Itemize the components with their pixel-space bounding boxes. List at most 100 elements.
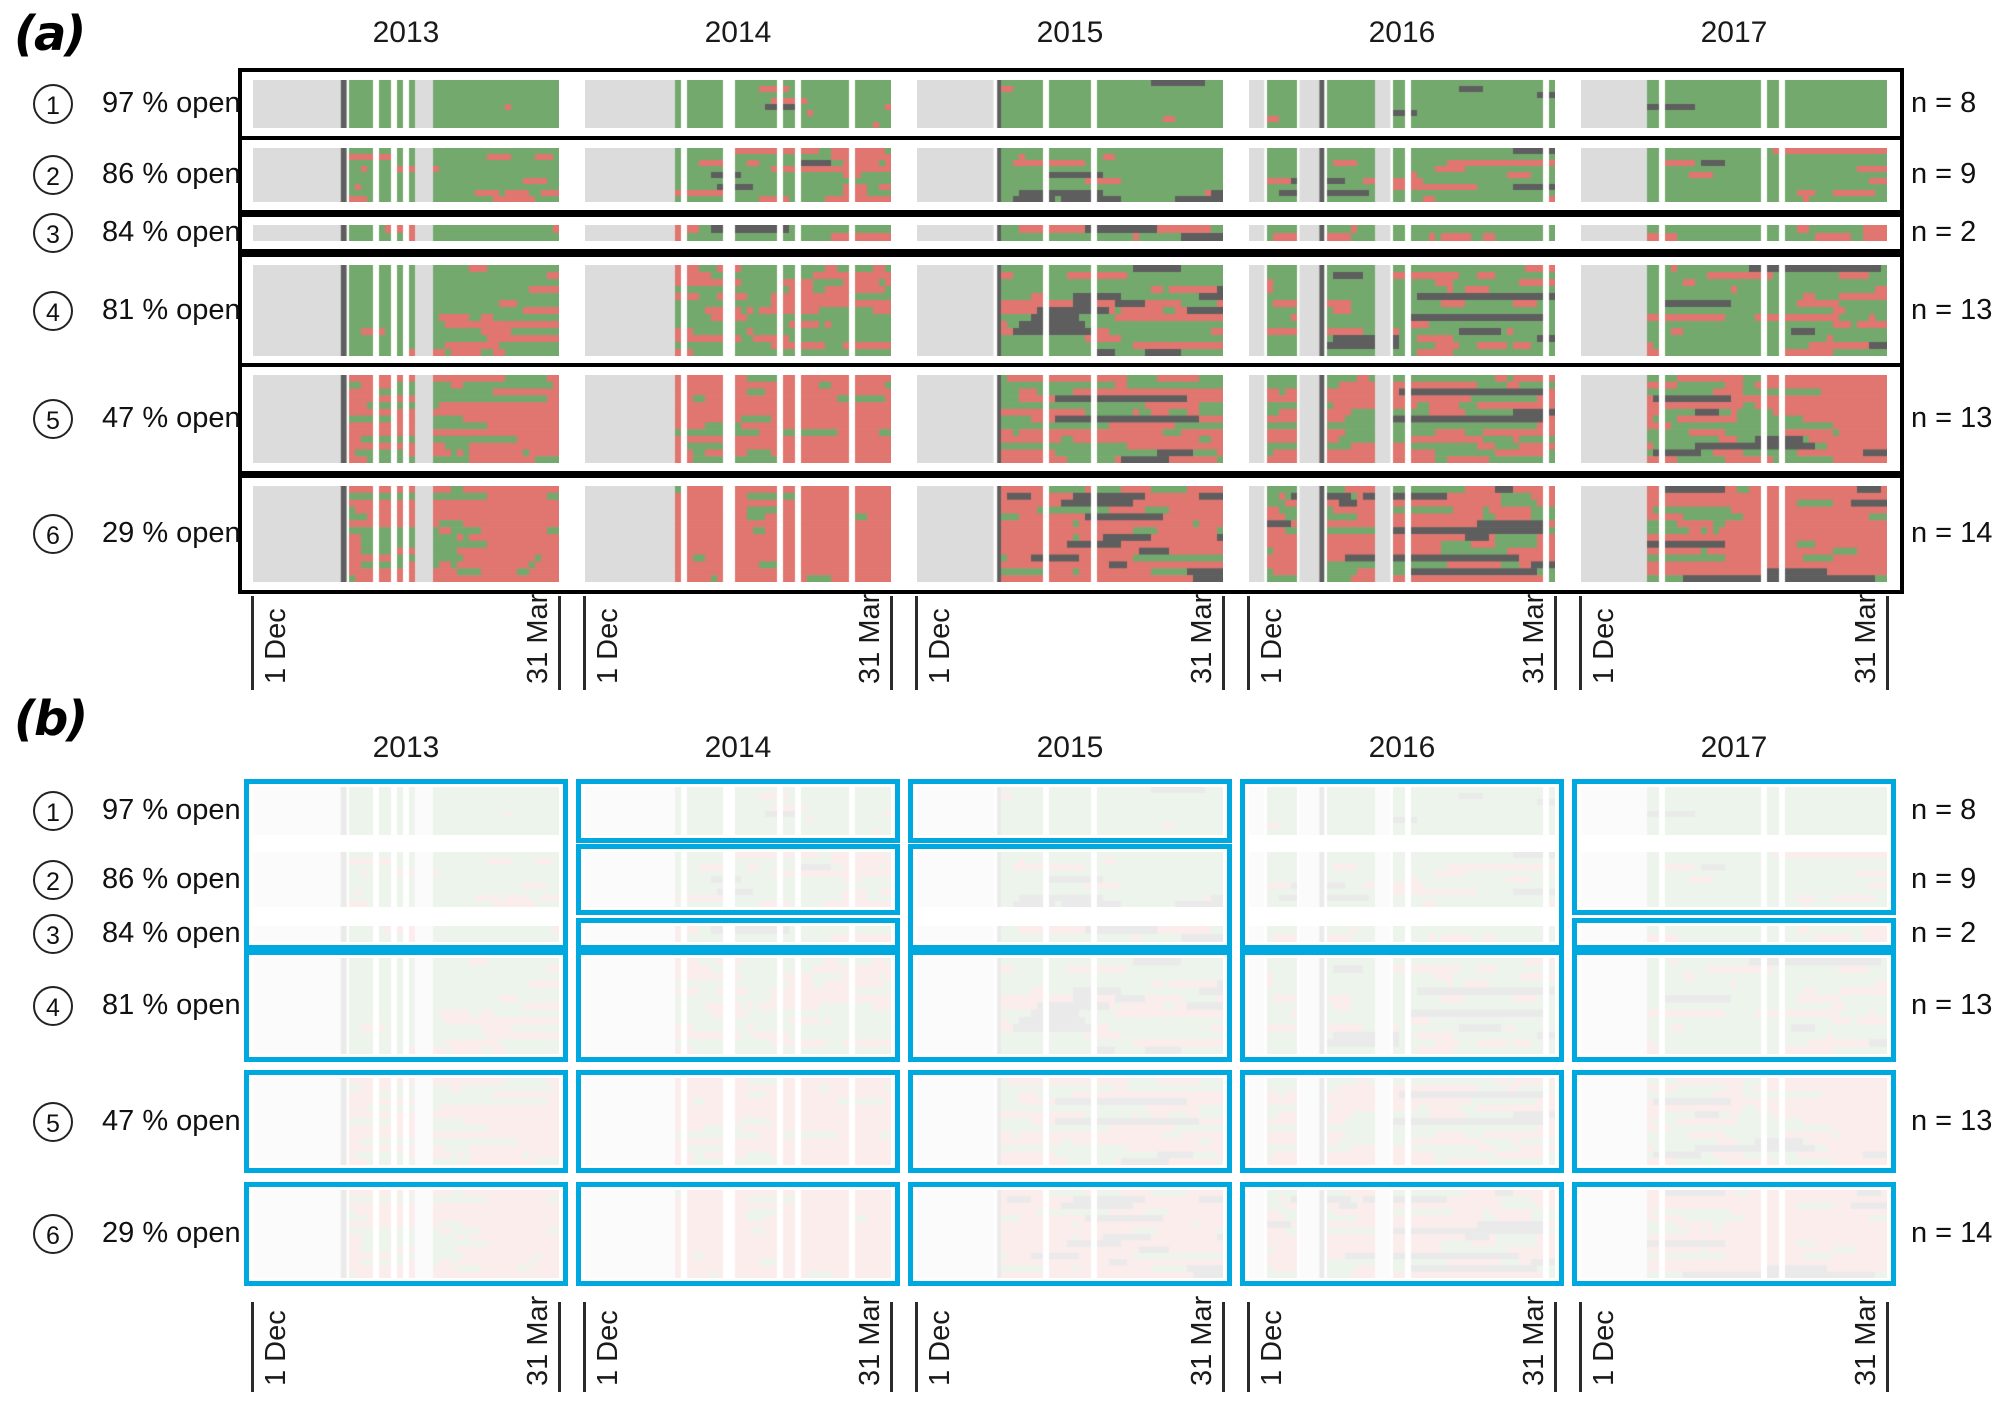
heatmap-strip-b-2015-group-2 — [917, 852, 1223, 907]
heatmap-strip-b-2014-group-5 — [585, 1078, 891, 1165]
heatmap-strip-b-2014-group-1 — [585, 787, 891, 835]
highlight-box-2017-g6 — [1572, 1182, 1896, 1286]
heatmap-strip-a-2014-group-1 — [585, 80, 891, 128]
axis-tick-label-end-a-2013: 31 Mar — [522, 593, 554, 684]
heatmap-strip-a-2017-group-6 — [1581, 486, 1887, 582]
group-n-label-1: n = 8 — [1911, 794, 1977, 826]
highlight-box-2014-g5 — [576, 1070, 900, 1173]
axis-tick-start-b-2016 — [1247, 1302, 1250, 1392]
heatmap-strip-b-2016-group-4 — [1249, 958, 1555, 1054]
group-open-label-2: 86 % open — [102, 158, 241, 190]
panel-a-label: (a) — [14, 6, 86, 62]
heatmap-strip-b-2013-group-4 — [253, 958, 559, 1054]
axis-tick-start-a-2015 — [915, 596, 918, 690]
group-open-label-3: 84 % open — [102, 216, 241, 248]
heatmap-strip-b-2014-group-4 — [585, 958, 891, 1054]
highlight-box-2017-g3 — [1572, 918, 1896, 950]
group-badge-1: 1 — [33, 791, 73, 831]
group-badge-1: 1 — [33, 84, 73, 124]
group-open-label-5: 47 % open — [102, 1104, 241, 1137]
highlight-box-2015-g1 — [908, 779, 1232, 843]
axis-tick-start-a-2014 — [583, 596, 586, 690]
axis-tick-label-end-b-2016: 31 Mar — [1518, 1295, 1550, 1386]
highlight-box-2013-g6 — [244, 1182, 568, 1286]
highlight-box-2016-g4 — [1240, 950, 1564, 1062]
heatmap-strip-b-2013-group-3 — [253, 926, 559, 942]
axis-tick-label-start-a-2013: 1 Dec — [260, 608, 292, 684]
heatmap-strip-a-2017-group-3 — [1581, 225, 1887, 241]
heatmap-strip-a-2015-group-3 — [917, 225, 1223, 241]
axis-tick-label-end-a-2014: 31 Mar — [854, 593, 886, 684]
axis-tick-label-start-b-2017: 1 Dec — [1588, 1310, 1620, 1386]
group-badge-3: 3 — [33, 213, 73, 253]
highlight-box-2014-g2 — [576, 844, 900, 915]
group-open-label-4: 81 % open — [102, 293, 241, 326]
group-open-label-2: 86 % open — [102, 862, 241, 895]
group-n-label-1: n = 8 — [1911, 87, 1977, 119]
heatmap-strip-a-2016-group-1 — [1249, 80, 1555, 128]
heatmap-strip-b-2013-group-5 — [253, 1078, 559, 1165]
heatmap-strip-a-2016-group-5 — [1249, 375, 1555, 463]
axis-tick-label-end-a-2015: 31 Mar — [1186, 593, 1218, 684]
group-open-label-3: 84 % open — [102, 917, 241, 949]
group-n-label-2: n = 9 — [1911, 158, 1977, 190]
group-n-label-4: n = 13 — [1911, 293, 1993, 326]
group-open-label-5: 47 % open — [102, 402, 241, 434]
axis-tick-label-end-a-2016: 31 Mar — [1518, 593, 1550, 684]
panel-b-label: (b) — [14, 691, 88, 747]
heatmap-strip-b-2014-group-2 — [585, 852, 891, 907]
heatmap-strip-b-2017-group-4 — [1581, 958, 1887, 1054]
heatmap-strip-a-2013-group-2 — [253, 148, 559, 202]
highlight-box-2016-g1 — [1240, 779, 1564, 950]
heatmap-strip-b-2017-group-2 — [1581, 852, 1887, 907]
heatmap-strip-b-2015-group-5 — [917, 1078, 1223, 1165]
group-open-label-4: 81 % open — [102, 989, 241, 1021]
axis-tick-label-end-b-2017: 31 Mar — [1850, 1295, 1882, 1386]
highlight-box-2014-g1 — [576, 779, 900, 843]
axis-tick-end-a-2014 — [890, 596, 893, 690]
highlight-box-2015-g6 — [908, 1182, 1232, 1286]
axis-tick-end-a-2013 — [558, 596, 561, 690]
group-n-label-2: n = 9 — [1911, 862, 1977, 895]
heatmap-strip-a-2014-group-4 — [585, 265, 891, 356]
heatmap-strip-a-2017-group-1 — [1581, 80, 1887, 128]
group-open-label-6: 29 % open — [102, 1217, 241, 1249]
group-badge-4: 4 — [33, 290, 73, 331]
highlight-box-2013-g1 — [244, 779, 568, 950]
year-label-2014: 2014 — [704, 731, 772, 764]
axis-tick-start-b-2015 — [915, 1302, 918, 1392]
heatmap-strip-a-2015-group-1 — [917, 80, 1223, 128]
highlight-box-2017-g1 — [1572, 779, 1896, 915]
group-badge-5: 5 — [33, 399, 73, 439]
axis-tick-end-a-2017 — [1886, 596, 1889, 690]
axis-tick-start-b-2013 — [251, 1302, 254, 1392]
axis-tick-label-end-a-2017: 31 Mar — [1850, 593, 1882, 684]
axis-tick-label-start-b-2014: 1 Dec — [592, 1310, 624, 1386]
heatmap-strip-b-2017-group-3 — [1581, 926, 1887, 942]
year-label-2014: 2014 — [704, 16, 772, 49]
group-n-label-3: n = 2 — [1911, 216, 1977, 248]
highlight-box-2017-g4 — [1572, 950, 1896, 1062]
heatmap-strip-a-2015-group-4 — [917, 265, 1223, 356]
axis-tick-label-start-a-2015: 1 Dec — [924, 608, 956, 684]
heatmap-strip-a-2015-group-5 — [917, 375, 1223, 463]
axis-tick-end-a-2016 — [1554, 596, 1557, 690]
heatmap-strip-a-2017-group-4 — [1581, 265, 1887, 356]
highlight-box-2016-g6 — [1240, 1182, 1564, 1286]
highlight-box-2015-g2 — [908, 844, 1232, 950]
axis-tick-label-start-a-2016: 1 Dec — [1256, 608, 1288, 684]
year-label-2013: 2013 — [372, 731, 440, 764]
heatmap-strip-a-2015-group-2 — [917, 148, 1223, 202]
axis-tick-end-b-2015 — [1222, 1302, 1225, 1392]
heatmap-strip-a-2013-group-6 — [253, 486, 559, 582]
axis-tick-end-b-2013 — [558, 1302, 561, 1392]
group-open-label-1: 97 % open — [102, 87, 241, 119]
year-label-2013: 2013 — [372, 16, 440, 49]
heatmap-strip-a-2015-group-6 — [917, 486, 1223, 582]
axis-tick-label-end-b-2013: 31 Mar — [522, 1295, 554, 1386]
heatmap-strip-b-2017-group-5 — [1581, 1078, 1887, 1165]
axis-tick-start-b-2014 — [583, 1302, 586, 1392]
group-badge-4: 4 — [33, 986, 73, 1026]
heatmap-strip-b-2015-group-4 — [917, 958, 1223, 1054]
